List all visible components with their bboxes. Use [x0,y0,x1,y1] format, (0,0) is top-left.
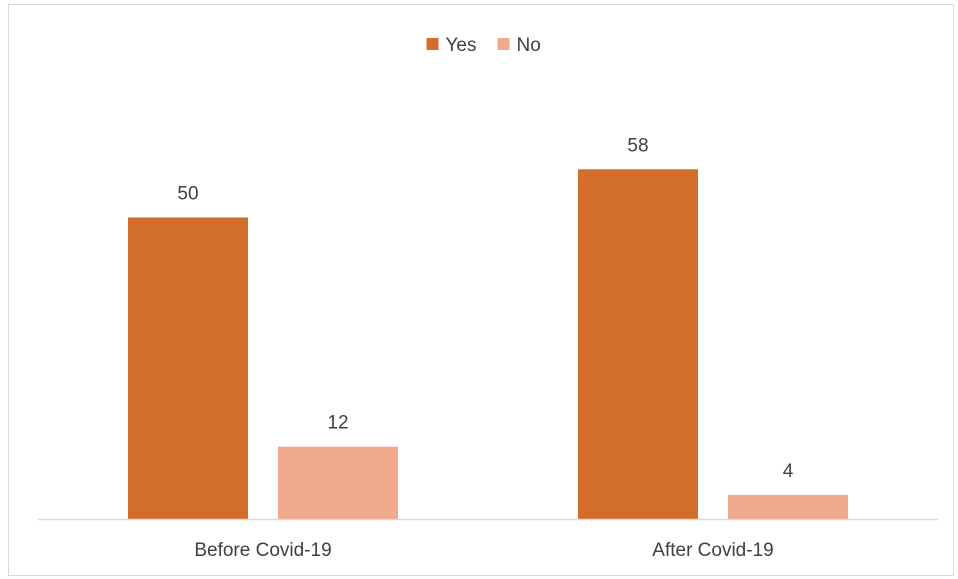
data-label-yes-bar-after-covid-19: 58 [627,135,648,156]
x-tick-labels: Before Covid-19 After Covid-19 [194,540,773,561]
data-labels: 50 12 58 4 [177,135,793,482]
legend-swatch-yes [426,38,439,50]
legend: Yes No [426,35,541,56]
bars [128,169,848,519]
x-tick-label: After Covid-19 [652,540,773,561]
no-bar-after-covid-19 [728,494,848,519]
legend-label-no: No [517,35,541,56]
data-label-no-bar-after-covid-19: 4 [783,461,794,482]
data-label-no-bar-before-covid-19: 12 [327,413,348,434]
yes-bar-after-covid-19 [578,169,698,519]
no-bar-before-covid-19 [278,446,398,519]
legend-label-yes: Yes [446,35,477,56]
legend-swatch-no [497,38,510,50]
x-tick-label: Before Covid-19 [194,540,331,561]
yes-bar-before-covid-19 [128,217,248,519]
data-label-yes-bar-before-covid-19: 50 [177,184,198,205]
